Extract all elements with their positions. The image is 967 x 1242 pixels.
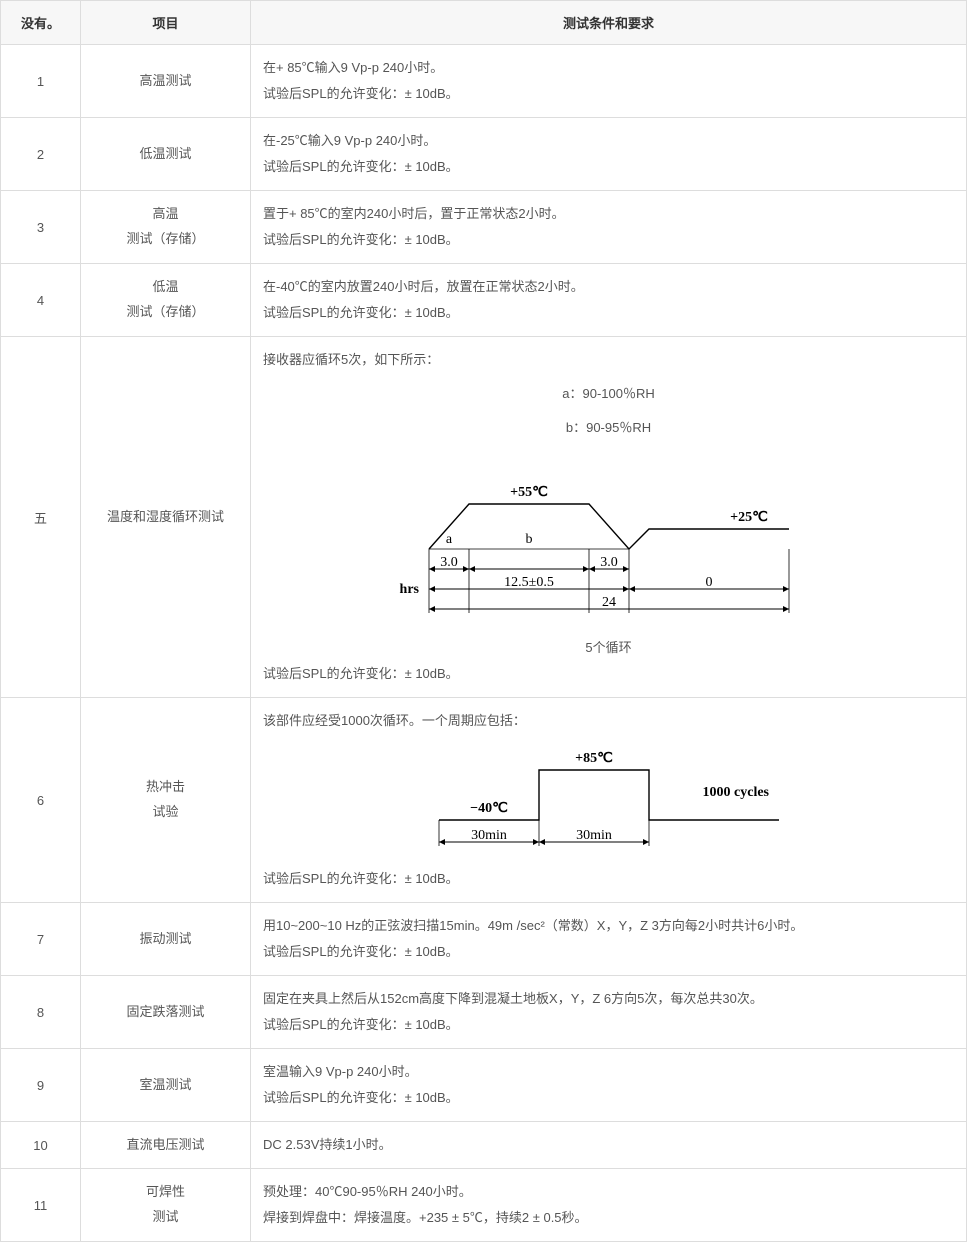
row-index: 11 <box>1 1169 81 1242</box>
row-index: 3 <box>1 191 81 264</box>
thermal-shock-diagram: −40℃ +85℃ 1000 cycles 30min 30min <box>399 740 819 860</box>
row-requirements: 室温输入9 Vp-p 240小时。试验后SPL的允许变化：± 10dB。 <box>251 1049 967 1122</box>
svg-text:12.5±0.5: 12.5±0.5 <box>504 575 554 590</box>
svg-text:24: 24 <box>602 595 616 610</box>
hdr-no: 没有。 <box>1 1 81 45</box>
row-requirements: 该部件应经受1000次循环。一个周期应包括： −40℃ +85℃ 1000 cycle… <box>251 698 967 903</box>
row-requirements: 在+ 85℃输入9 Vp-p 240小时。试验后SPL的允许变化：± 10dB。 <box>251 45 967 118</box>
svg-text:3.0: 3.0 <box>440 555 458 570</box>
row-index: 8 <box>1 976 81 1049</box>
req-line: 试验后SPL的允许变化：± 10dB。 <box>263 1012 954 1038</box>
req-line: 置于+ 85℃的室内240小时后，置于正常状态2小时。 <box>263 201 954 227</box>
row-index: 10 <box>1 1122 81 1169</box>
req-line: 用10~200~10 Hz的正弦波扫描15min。49m /sec²（常数）X，… <box>263 913 954 939</box>
req-line: 固定在夹具上然后从152cm高度下降到混凝土地板X，Y，Z 6方向5次，每次总共… <box>263 986 954 1012</box>
table-row: 10直流电压测试 DC 2.53V持续1小时。 <box>1 1122 967 1169</box>
req-line: 焊接到焊盘中：焊接温度。+235 ± 5℃，持续2 ± 0.5秒。 <box>263 1205 954 1231</box>
req-line: 预处理：40℃90-95％RH 240小时。 <box>263 1179 954 1205</box>
row-requirements: 用10~200~10 Hz的正弦波扫描15min。49m /sec²（常数）X，… <box>251 903 967 976</box>
row-index: 7 <box>1 903 81 976</box>
svg-text:30min: 30min <box>576 828 612 843</box>
legend-a: a：90-100％RH <box>263 381 954 407</box>
row-item: 温度和湿度循环测试 <box>81 337 251 698</box>
hdr-item: 项目 <box>81 1 251 45</box>
row-item: 室温测试 <box>81 1049 251 1122</box>
reliability-test-table: 没有。 项目 测试条件和要求 1高温测试在+ 85℃输入9 Vp-p 240小时… <box>0 0 967 1242</box>
req-line: DC 2.53V持续1小时。 <box>263 1132 954 1158</box>
table-row: 2低温测试在-25℃输入9 Vp-p 240小时。试验后SPL的允许变化：± 1… <box>1 118 967 191</box>
row-item: 热冲击试验 <box>81 698 251 903</box>
row-item: 固定跌落测试 <box>81 976 251 1049</box>
row-index: 6 <box>1 698 81 903</box>
req-line: 试验后SPL的允许变化：± 10dB。 <box>263 1085 954 1111</box>
row-requirements: 接收器应循环5次，如下所示：a：90-100％RHb：90-95％RH+55℃+… <box>251 337 967 698</box>
req-line: 在-25℃输入9 Vp-p 240小时。 <box>263 128 954 154</box>
row-item: 直流电压测试 <box>81 1122 251 1169</box>
svg-text:+85℃: +85℃ <box>575 751 613 766</box>
diagram-caption: 5个循环 <box>263 635 954 661</box>
table-row: 五温度和湿度循环测试接收器应循环5次，如下所示： a：90-100％RH b：90-… <box>1 337 967 698</box>
req-line: 在+ 85℃输入9 Vp-p 240小时。 <box>263 55 954 81</box>
row-item: 振动测试 <box>81 903 251 976</box>
row-index: 2 <box>1 118 81 191</box>
row-index: 1 <box>1 45 81 118</box>
table-row: 9室温测试室温输入9 Vp-p 240小时。试验后SPL的允许变化：± 10dB… <box>1 1049 967 1122</box>
req-line: 试验后SPL的允许变化：± 10dB。 <box>263 939 954 965</box>
table-row: 6热冲击试验该部件应经受1000次循环。一个周期应包括： −40℃ +85℃ 1000… <box>1 698 967 903</box>
table-row: 1高温测试在+ 85℃输入9 Vp-p 240小时。试验后SPL的允许变化：± … <box>1 45 967 118</box>
row-requirements: DC 2.53V持续1小时。 <box>251 1122 967 1169</box>
row-requirements: 在-25℃输入9 Vp-p 240小时。试验后SPL的允许变化：± 10dB。 <box>251 118 967 191</box>
row-item: 高温测试 <box>81 45 251 118</box>
header-row: 没有。 项目 测试条件和要求 <box>1 1 967 45</box>
svg-text:1000 cycles: 1000 cycles <box>702 785 769 800</box>
humidity-cycle-diagram: +55℃ +25℃ a b 3.0 3.0 hrs 12.5±0.5 0 24 <box>369 449 849 629</box>
svg-text:a: a <box>445 532 452 547</box>
row-requirements: 预处理：40℃90-95％RH 240小时。焊接到焊盘中：焊接温度。+235 ±… <box>251 1169 967 1242</box>
table-row: 7振动测试用10~200~10 Hz的正弦波扫描15min。49m /sec²（… <box>1 903 967 976</box>
row-item: 可焊性测试 <box>81 1169 251 1242</box>
row-item: 高温测试（存储） <box>81 191 251 264</box>
svg-text:0: 0 <box>705 575 712 590</box>
req-tail: 试验后SPL的允许变化：± 10dB。 <box>263 866 954 892</box>
svg-text:−40℃: −40℃ <box>470 801 508 816</box>
req-line: 试验后SPL的允许变化：± 10dB。 <box>263 227 954 253</box>
svg-text:b: b <box>525 532 532 547</box>
legend-b: b：90-95％RH <box>263 415 954 441</box>
row-item: 低温测试（存储） <box>81 264 251 337</box>
svg-text:+55℃: +55℃ <box>510 485 548 500</box>
row-requirements: 置于+ 85℃的室内240小时后，置于正常状态2小时。试验后SPL的允许变化：±… <box>251 191 967 264</box>
svg-text:30min: 30min <box>471 828 507 843</box>
row-index: 五 <box>1 337 81 698</box>
svg-text:hrs: hrs <box>399 582 419 597</box>
table-row: 11可焊性测试预处理：40℃90-95％RH 240小时。焊接到焊盘中：焊接温度… <box>1 1169 967 1242</box>
row-index: 4 <box>1 264 81 337</box>
row-requirements: 固定在夹具上然后从152cm高度下降到混凝土地板X，Y，Z 6方向5次，每次总共… <box>251 976 967 1049</box>
req-line: 试验后SPL的允许变化：± 10dB。 <box>263 300 954 326</box>
req-line: 在-40℃的室内放置240小时后，放置在正常状态2小时。 <box>263 274 954 300</box>
row-item: 低温测试 <box>81 118 251 191</box>
req-intro: 接收器应循环5次，如下所示： <box>263 347 954 373</box>
svg-text:3.0: 3.0 <box>600 555 618 570</box>
req-line: 室温输入9 Vp-p 240小时。 <box>263 1059 954 1085</box>
hdr-req: 测试条件和要求 <box>251 1 967 45</box>
table-row: 3高温测试（存储）置于+ 85℃的室内240小时后，置于正常状态2小时。试验后S… <box>1 191 967 264</box>
req-line: 试验后SPL的允许变化：± 10dB。 <box>263 154 954 180</box>
req-line: 试验后SPL的允许变化：± 10dB。 <box>263 81 954 107</box>
table-row: 8固定跌落测试固定在夹具上然后从152cm高度下降到混凝土地板X，Y，Z 6方向… <box>1 976 967 1049</box>
req-intro: 该部件应经受1000次循环。一个周期应包括： <box>263 708 954 734</box>
row-requirements: 在-40℃的室内放置240小时后，放置在正常状态2小时。试验后SPL的允许变化：… <box>251 264 967 337</box>
svg-text:+25℃: +25℃ <box>730 510 768 525</box>
table-row: 4低温测试（存储）在-40℃的室内放置240小时后，放置在正常状态2小时。试验后… <box>1 264 967 337</box>
row-index: 9 <box>1 1049 81 1122</box>
req-tail: 试验后SPL的允许变化：± 10dB。 <box>263 661 954 687</box>
